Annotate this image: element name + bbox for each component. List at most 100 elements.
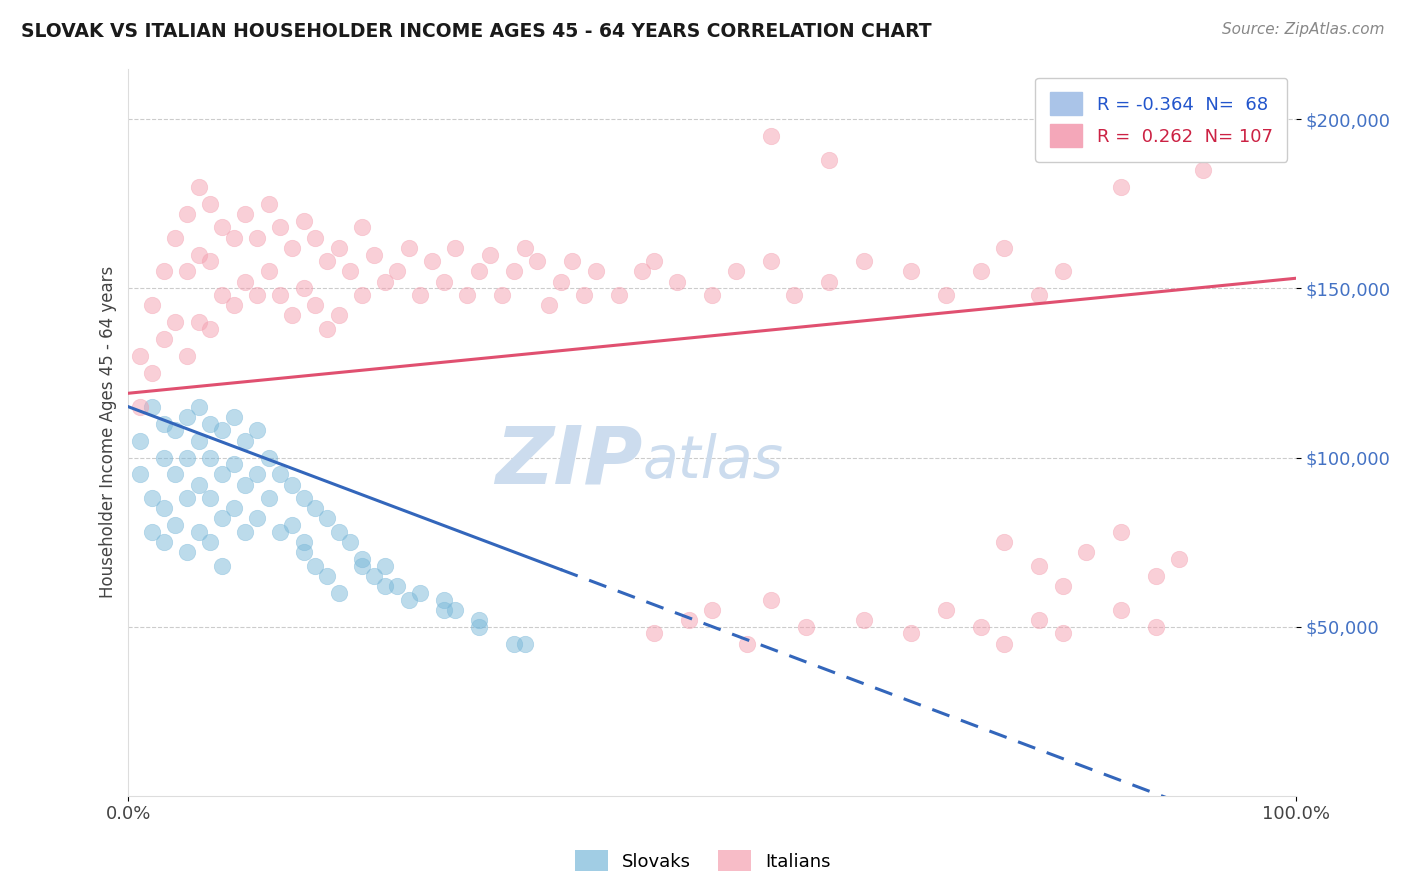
Point — [572, 288, 595, 302]
Point — [374, 579, 396, 593]
Point — [328, 241, 350, 255]
Point — [1052, 264, 1074, 278]
Point — [1261, 129, 1284, 144]
Point — [211, 424, 233, 438]
Point — [993, 241, 1015, 255]
Point — [152, 450, 174, 465]
Point — [165, 424, 187, 438]
Legend: Slovaks, Italians: Slovaks, Italians — [568, 843, 838, 879]
Point — [385, 579, 408, 593]
Point — [759, 129, 782, 144]
Point — [643, 254, 665, 268]
Point — [281, 518, 304, 533]
Legend: R = -0.364  N=  68, R =  0.262  N= 107: R = -0.364 N= 68, R = 0.262 N= 107 — [1035, 78, 1286, 161]
Point — [187, 477, 209, 491]
Point — [737, 636, 759, 650]
Point — [222, 457, 245, 471]
Point — [152, 417, 174, 431]
Point — [187, 434, 209, 448]
Point — [257, 264, 280, 278]
Point — [702, 603, 724, 617]
Point — [491, 288, 513, 302]
Point — [759, 592, 782, 607]
Point — [211, 558, 233, 573]
Point — [316, 254, 339, 268]
Point — [176, 207, 198, 221]
Point — [550, 275, 572, 289]
Point — [165, 467, 187, 482]
Point — [328, 586, 350, 600]
Point — [187, 315, 209, 329]
Point — [292, 535, 315, 549]
Point — [176, 409, 198, 424]
Point — [479, 247, 502, 261]
Point — [561, 254, 583, 268]
Point — [211, 220, 233, 235]
Point — [316, 511, 339, 525]
Point — [759, 254, 782, 268]
Point — [993, 535, 1015, 549]
Point — [433, 275, 456, 289]
Point — [783, 288, 806, 302]
Point — [1028, 558, 1050, 573]
Point — [853, 254, 876, 268]
Point — [350, 288, 373, 302]
Point — [385, 264, 408, 278]
Point — [585, 264, 607, 278]
Point — [246, 424, 269, 438]
Point — [222, 298, 245, 312]
Point — [257, 196, 280, 211]
Point — [222, 230, 245, 244]
Point — [502, 264, 524, 278]
Point — [176, 349, 198, 363]
Point — [818, 275, 841, 289]
Text: SLOVAK VS ITALIAN HOUSEHOLDER INCOME AGES 45 - 64 YEARS CORRELATION CHART: SLOVAK VS ITALIAN HOUSEHOLDER INCOME AGE… — [21, 22, 932, 41]
Point — [631, 264, 654, 278]
Point — [935, 603, 957, 617]
Point — [1109, 180, 1132, 194]
Point — [233, 275, 256, 289]
Point — [900, 626, 922, 640]
Point — [269, 288, 291, 302]
Point — [853, 613, 876, 627]
Point — [444, 603, 467, 617]
Point — [292, 491, 315, 505]
Point — [1168, 552, 1191, 566]
Point — [1074, 545, 1097, 559]
Point — [1052, 626, 1074, 640]
Point — [129, 434, 152, 448]
Point — [269, 220, 291, 235]
Point — [304, 558, 326, 573]
Point — [211, 467, 233, 482]
Point — [187, 524, 209, 539]
Point — [129, 467, 152, 482]
Point — [468, 264, 491, 278]
Point — [246, 288, 269, 302]
Point — [211, 511, 233, 525]
Point — [363, 247, 385, 261]
Point — [1109, 603, 1132, 617]
Point — [374, 558, 396, 573]
Point — [935, 288, 957, 302]
Point — [152, 535, 174, 549]
Point — [702, 288, 724, 302]
Point — [281, 309, 304, 323]
Point — [818, 153, 841, 167]
Point — [141, 524, 163, 539]
Point — [200, 322, 222, 336]
Point — [970, 620, 993, 634]
Point — [187, 247, 209, 261]
Point — [165, 230, 187, 244]
Point — [129, 349, 152, 363]
Point — [363, 569, 385, 583]
Point — [200, 450, 222, 465]
Point — [456, 288, 478, 302]
Point — [281, 241, 304, 255]
Point — [269, 467, 291, 482]
Point — [502, 636, 524, 650]
Point — [187, 180, 209, 194]
Point — [200, 535, 222, 549]
Point — [607, 288, 630, 302]
Point — [176, 545, 198, 559]
Point — [292, 545, 315, 559]
